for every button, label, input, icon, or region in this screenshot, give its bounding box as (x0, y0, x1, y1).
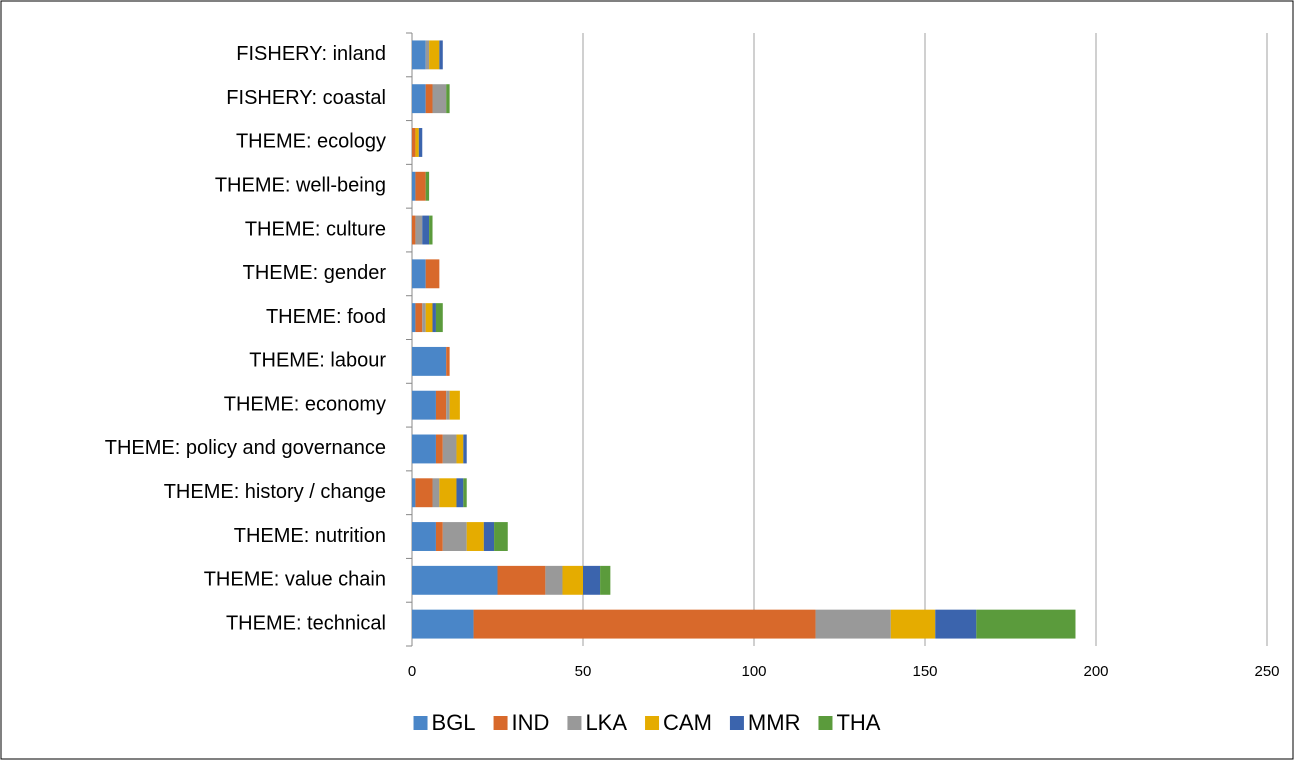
bar-segment (473, 609, 816, 639)
bar-segment (456, 434, 464, 464)
x-tick-label: 0 (408, 663, 416, 680)
x-tick-label: 150 (912, 663, 937, 680)
bar-segment (412, 565, 498, 595)
bar-segment (425, 84, 433, 114)
bar-segment (446, 84, 450, 114)
y-tick-label: THEME: nutrition (234, 525, 386, 547)
legend-swatch (493, 716, 508, 730)
bar-segment (412, 84, 426, 114)
bar-segment (446, 390, 450, 420)
bar-segment (442, 434, 457, 464)
bar-segment (415, 171, 426, 201)
bar-segment (412, 40, 426, 70)
bar-segment (429, 215, 433, 245)
bar-segment (432, 478, 440, 508)
y-tick-label: THEME: culture (245, 218, 386, 240)
bar-segment (466, 522, 484, 551)
bar-segment (429, 40, 440, 70)
bar-segment (439, 40, 443, 70)
bar-segment (562, 565, 583, 595)
bar-segment (935, 609, 977, 639)
bar-segment (412, 346, 447, 376)
bar-segment (412, 609, 474, 639)
bar-segment (412, 390, 436, 420)
y-tick-label: THEME: history / change (164, 481, 386, 503)
bar-segment (425, 40, 430, 70)
legend-swatch (567, 716, 582, 730)
x-tick-label: 250 (1254, 663, 1279, 680)
bar-segment (446, 346, 450, 376)
bar-segment (815, 609, 891, 639)
bar-segment (425, 171, 430, 201)
bar-segment (442, 522, 467, 551)
y-tick-label: FISHERY: coastal (226, 87, 386, 109)
bar-segment (497, 565, 546, 595)
bar-segment (583, 565, 601, 595)
bar-segment (439, 478, 457, 508)
y-tick-label: THEME: policy and governance (105, 437, 386, 459)
x-tick-label: 200 (1083, 663, 1108, 680)
y-tick-label: THEME: technical (226, 612, 386, 634)
bar-segment (976, 609, 1076, 639)
legend-label: IND (512, 710, 550, 735)
bar-segment (412, 171, 416, 201)
bar-segment (412, 434, 436, 464)
bar-segment (415, 128, 419, 157)
x-tick-label: 50 (575, 663, 592, 680)
bar-segment (412, 478, 416, 508)
legend-label: CAM (663, 710, 712, 735)
bar-segment (463, 478, 467, 508)
bar-segment (425, 259, 440, 289)
bar-segment (422, 303, 426, 333)
bar-segment (432, 303, 436, 333)
y-tick-label: FISHERY: inland (236, 43, 386, 65)
bar-segment (449, 390, 460, 420)
y-tick-label: THEME: economy (224, 393, 386, 415)
legend-swatch (645, 716, 660, 730)
bar-segment (435, 522, 443, 551)
bar-segment (418, 128, 423, 157)
bar-segment (415, 303, 423, 333)
bar-segment (435, 434, 443, 464)
legend-swatch (818, 716, 833, 730)
bar-segment (600, 565, 611, 595)
y-tick-label: THEME: food (266, 306, 386, 328)
legend-swatch (413, 716, 428, 730)
bar-segment (494, 522, 508, 551)
legend-label: MMR (748, 710, 801, 735)
bar-segment (412, 259, 426, 289)
bar-segment (435, 390, 447, 420)
bar-segment (463, 434, 467, 464)
legend-label: BGL (432, 710, 476, 735)
y-tick-label: THEME: labour (249, 350, 386, 372)
bar-segment (545, 565, 563, 595)
bar-segment (412, 215, 416, 245)
legend-swatch (729, 716, 744, 730)
bar-segment (435, 303, 443, 333)
bar-segment (425, 303, 433, 333)
y-tick-label: THEME: value chain (204, 569, 386, 591)
bar-segment (412, 128, 416, 157)
bar-segment (890, 609, 936, 639)
bar-segment (422, 215, 430, 245)
x-tick-label: 100 (741, 663, 766, 680)
bar-segment (483, 522, 495, 551)
y-tick-label: THEME: well-being (215, 175, 386, 197)
bar-segment (412, 303, 416, 333)
legend-label: THA (836, 710, 880, 735)
bar-segment (412, 522, 436, 551)
y-tick-label: THEME: gender (243, 262, 387, 284)
bar-segment (415, 478, 433, 508)
y-tick-label: THEME: ecology (236, 131, 386, 153)
bar-segment (432, 84, 447, 114)
bar-segment (415, 215, 423, 245)
bar-segment (456, 478, 464, 508)
legend-label: LKA (585, 710, 627, 735)
